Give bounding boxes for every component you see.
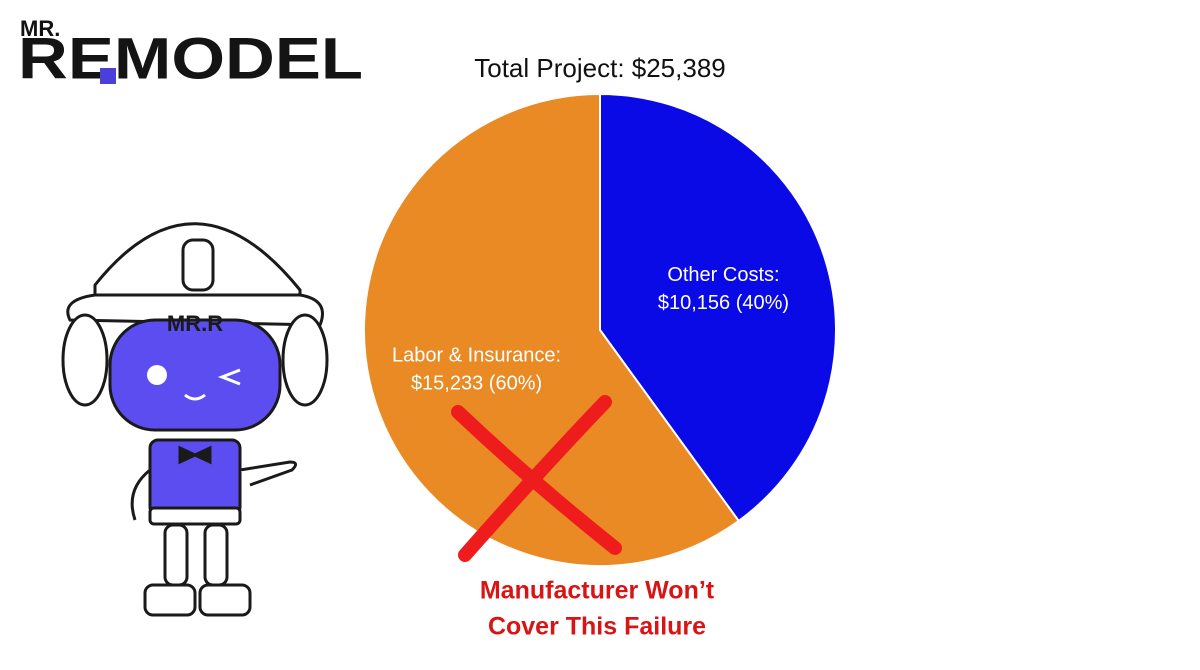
pie-slice bbox=[363, 92, 741, 567]
face bbox=[108, 318, 282, 432]
vest bbox=[148, 438, 242, 517]
boot-right bbox=[198, 583, 252, 617]
helmet-text: MR.R bbox=[167, 311, 223, 336]
smile bbox=[184, 393, 206, 401]
chart-title: Total Project: $25,389 bbox=[474, 53, 726, 83]
mascot: MR.R bbox=[61, 222, 329, 617]
annotation: Manufacturer Won’t bbox=[480, 577, 715, 605]
pie-slice bbox=[599, 92, 837, 523]
logo-icon bbox=[100, 68, 116, 84]
annotation: Cover This Failure bbox=[488, 613, 706, 641]
slice-label: Other Costs: bbox=[667, 264, 779, 286]
belt bbox=[148, 506, 242, 526]
wink bbox=[217, 368, 241, 386]
bow-tie bbox=[178, 445, 212, 465]
ear-right bbox=[281, 313, 329, 407]
slice-value: $10,156 (40%) bbox=[658, 292, 789, 314]
eye bbox=[147, 365, 167, 385]
arm bbox=[239, 460, 297, 487]
helmet-brim bbox=[66, 293, 324, 327]
x-stroke bbox=[458, 395, 612, 562]
ear-left bbox=[61, 313, 109, 407]
leg-left bbox=[163, 523, 189, 587]
arm-left bbox=[130, 468, 151, 521]
boot-left bbox=[143, 583, 197, 617]
logo-top: MR. bbox=[20, 16, 60, 41]
slice-value: $15,233 (60%) bbox=[411, 372, 542, 394]
red-x bbox=[451, 395, 622, 562]
pie: Other Costs: $10,156 (40%) Labor & Insuran… bbox=[363, 92, 837, 567]
helmet-ridge bbox=[181, 238, 215, 292]
slice-label: Labor & Insurance: bbox=[392, 344, 561, 366]
logo-main: REMODEL bbox=[18, 26, 363, 91]
leg-right bbox=[203, 523, 229, 587]
